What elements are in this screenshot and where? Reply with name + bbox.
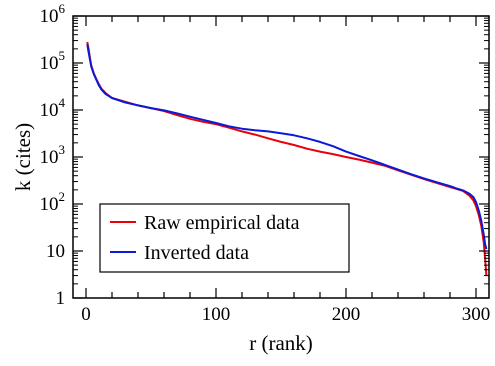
y-tick-label: 106 — [40, 1, 66, 27]
y-tick-label: 10 — [46, 241, 65, 262]
x-tick-label: 100 — [202, 304, 231, 325]
x-tick-label: 0 — [81, 304, 91, 325]
y-tick-label: 105 — [40, 48, 66, 74]
legend-label: Raw empirical data — [144, 212, 300, 234]
y-tick-label: 102 — [40, 189, 66, 215]
y-tick-label: 103 — [40, 142, 66, 168]
legend: Raw empirical data Inverted data — [99, 203, 350, 273]
legend-box — [99, 203, 350, 273]
plot-frame — [72, 15, 490, 299]
x-axis-label: r (rank) — [249, 331, 313, 355]
plot-lines — [86, 41, 488, 276]
tick-labels: 0 100 200 300 1 10 102 103 104 105 106 — [40, 1, 491, 325]
legend-label: Inverted data — [144, 242, 249, 264]
y-axis-label: k (cites) — [11, 123, 35, 191]
x-tick-label: 300 — [462, 304, 491, 325]
series-line-1 — [86, 44, 488, 250]
x-tick-label: 200 — [332, 304, 361, 325]
y-tick-label: 104 — [40, 95, 66, 121]
y-tick-label: 1 — [56, 288, 66, 309]
